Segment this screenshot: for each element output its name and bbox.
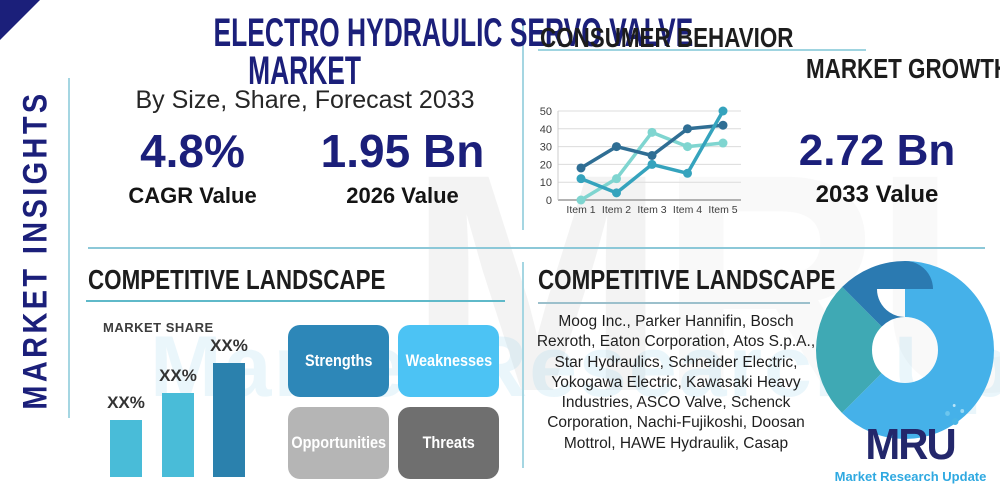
logo-tagline: Market Research Update xyxy=(834,469,987,484)
forecast-year-label: 2033 Value xyxy=(815,181,939,208)
market-insights-vertical-label: MARKET INSIGHTS xyxy=(16,90,55,410)
forecast-year-stat: 2.72 Bn 2033 Value xyxy=(772,122,982,210)
page-title: ELECTRO HYDRAULIC SERVO VALVE MARKET xyxy=(90,13,694,93)
company-share-donut-chart xyxy=(816,261,994,439)
logo-bubble-icon xyxy=(945,411,951,416)
competitive-left-underline xyxy=(86,300,505,302)
page-subtitle: By Size, Share, Forecast 2033 xyxy=(135,86,475,114)
base-year-stat: 1.95 Bn 2026 Value xyxy=(295,120,510,210)
bar-value-label: XX% xyxy=(210,336,248,355)
cagr-value: 4.8% xyxy=(140,125,245,177)
cagr-stat: 4.8% CAGR Value xyxy=(90,120,295,210)
consumer-behavior-underline xyxy=(538,49,866,51)
swot-opportunities-box: Opportunities xyxy=(288,407,389,479)
bar-value-label: XX% xyxy=(159,366,197,385)
market-share-bar xyxy=(213,363,245,477)
swot-threats-box: Threats xyxy=(398,407,499,479)
svg-text:Item 1: Item 1 xyxy=(566,204,595,216)
svg-text:Item 3: Item 3 xyxy=(637,204,666,216)
svg-text:10: 10 xyxy=(540,177,552,189)
competitive-landscape-right-heading: COMPETITIVE LANDSCAPE xyxy=(538,264,836,295)
horizontal-divider xyxy=(88,247,985,249)
svg-text:0: 0 xyxy=(546,195,552,207)
sidebar-divider-line xyxy=(68,78,70,418)
market-growth-heading: MARKET GROWTH xyxy=(806,53,1000,84)
svg-text:Item 2: Item 2 xyxy=(602,204,631,216)
competitive-right-underline xyxy=(538,302,810,304)
logo-bubble-icon xyxy=(953,404,957,407)
competitive-landscape-left-heading: COMPETITIVE LANDSCAPE xyxy=(88,264,386,295)
forecast-year-value: 2.72 Bn xyxy=(798,126,956,175)
svg-text:20: 20 xyxy=(540,159,552,171)
svg-text:Item 5: Item 5 xyxy=(708,204,737,216)
page-title-line2: MARKET xyxy=(248,49,362,93)
base-year-label: 2026 Value xyxy=(346,183,459,208)
logo-bubble-icon xyxy=(952,418,960,425)
corner-triangle-decoration xyxy=(0,0,40,40)
svg-text:Item 4: Item 4 xyxy=(673,204,702,216)
swot-weaknesses-box: Weaknesses xyxy=(398,325,499,397)
teal-segment xyxy=(816,261,994,439)
logo-bubble-icon xyxy=(960,409,965,413)
mru-logo: MRU Market Research Update xyxy=(828,404,993,484)
company-list: Moog Inc., Parker Hannifin, Bosch Rexrot… xyxy=(536,313,816,452)
market-share-bar xyxy=(162,393,194,477)
market-share-bar-chart: XX% XX% XX% xyxy=(95,327,260,477)
base-year-value: 1.95 Bn xyxy=(320,125,485,177)
swot-strengths-box: Strengths xyxy=(288,325,389,397)
page-title-line1: ELECTRO HYDRAULIC SERVO VALVE xyxy=(213,11,694,55)
consumer-behavior-heading: CONSUMER BEHAVIOR xyxy=(540,22,794,53)
market-share-label: MARKET SHARE xyxy=(103,320,214,335)
svg-text:30: 30 xyxy=(540,142,552,154)
top-vertical-divider xyxy=(522,18,524,230)
market-growth-line-chart: 0 10 20 30 40 50 Item 1 Item 2 Item 3 Item 4 Item … xyxy=(540,106,741,216)
swot-grid: Strengths Weaknesses Opportunities Threa… xyxy=(288,325,499,479)
market-share-bar xyxy=(110,420,142,477)
bar-value-label: XX% xyxy=(107,393,145,412)
svg-text:40: 40 xyxy=(540,124,552,136)
mru-logo-text: MRU xyxy=(866,404,965,468)
bottom-vertical-divider xyxy=(522,262,524,468)
cagr-label: CAGR Value xyxy=(128,183,257,208)
dark-blue-segment xyxy=(816,261,994,439)
svg-text:50: 50 xyxy=(540,106,552,118)
